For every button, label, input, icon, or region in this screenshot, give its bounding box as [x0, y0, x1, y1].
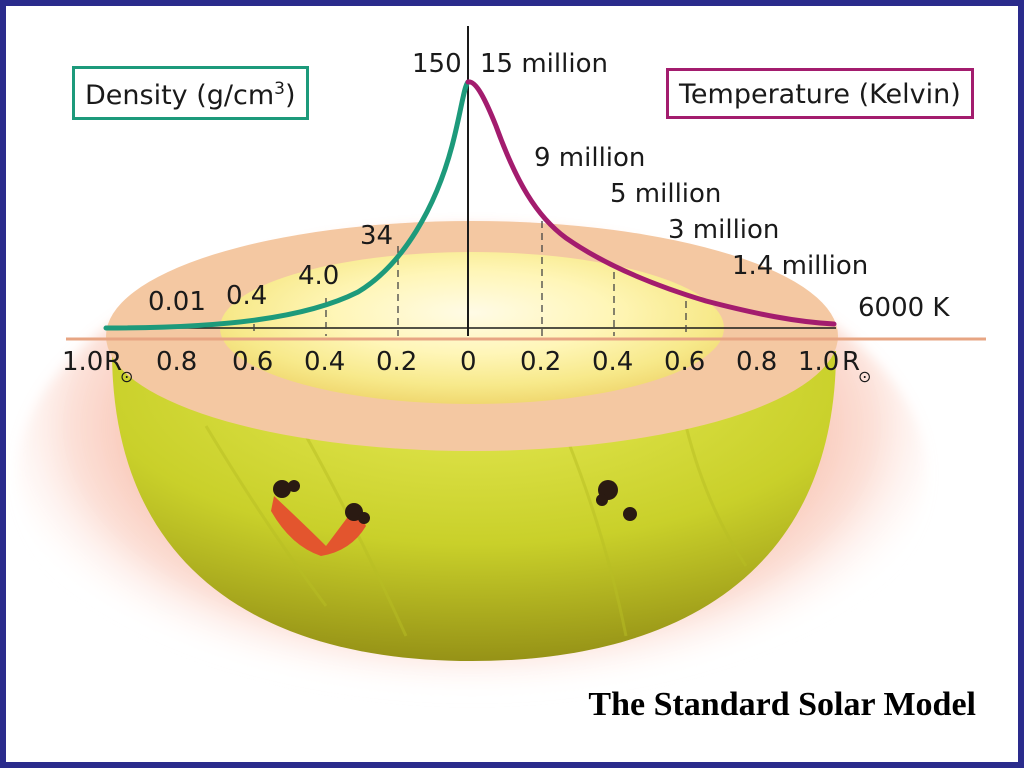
- density-legend-label: Density (g/cm: [85, 80, 275, 111]
- tick-right-0-4: 0.4: [592, 347, 633, 377]
- density-legend-exponent: 3: [274, 79, 285, 99]
- temp-label-6000-k: 6000 K: [858, 293, 950, 323]
- temperature-curve: [465, 79, 837, 327]
- tick-left-1-0: 1.0: [62, 347, 103, 377]
- density-label-34: 34: [360, 221, 393, 251]
- temp-label-15-million: 15 million: [480, 49, 608, 79]
- tick-center-0: 0: [460, 347, 477, 377]
- unit-r-left: R: [104, 347, 122, 377]
- tick-right-0-6: 0.6: [664, 347, 705, 377]
- temperature-legend-label: Temperature (Kelvin): [679, 79, 961, 110]
- density-curve: [103, 79, 471, 331]
- temp-label-1-4-million: 1.4 million: [732, 251, 868, 281]
- x-ticks-left: 1.0 R ⊙ 0.8 0.6 0.4 0.2: [62, 347, 417, 386]
- slide: 1.0 R ⊙ 0.8 0.6 0.4 0.2 0 0.2 0.4 0.6 0.…: [6, 6, 1018, 762]
- slide-title: The Standard Solar Model: [588, 686, 976, 723]
- sunspot-group-right: [596, 480, 637, 521]
- temperature-legend-box: Temperature (Kelvin): [666, 68, 974, 119]
- solar-model-diagram: 1.0 R ⊙ 0.8 0.6 0.4 0.2 0 0.2 0.4 0.6 0.…: [17, 26, 986, 726]
- density-labels: 150 34 4.0 0.4 0.01: [148, 49, 462, 317]
- density-label-150: 150: [412, 49, 462, 79]
- temp-label-3-million: 3 million: [668, 215, 779, 245]
- density-label-0-4: 0.4: [226, 281, 267, 311]
- temperature-labels: 15 million 9 million 5 million 3 million…: [480, 49, 950, 323]
- temp-label-9-million: 9 million: [534, 143, 645, 173]
- tick-left-0-8: 0.8: [156, 347, 197, 377]
- sun-symbol-right: ⊙: [858, 367, 871, 386]
- density-legend-box: Density (g/cm3): [72, 66, 309, 120]
- tick-left-0-2: 0.2: [376, 347, 417, 377]
- density-label-4-0: 4.0: [298, 261, 339, 291]
- tick-left-0-6: 0.6: [232, 347, 273, 377]
- unit-r-right: R: [842, 347, 860, 377]
- sun-symbol-left: ⊙: [120, 367, 133, 386]
- x-ticks-right: 0.2 0.4 0.6 0.8 1.0 R ⊙: [520, 347, 871, 386]
- temp-label-5-million: 5 million: [610, 179, 721, 209]
- tick-right-1-0: 1.0: [798, 347, 839, 377]
- sunspot-group-left: [271, 480, 370, 556]
- tick-right-0-8: 0.8: [736, 347, 777, 377]
- tick-right-0-2: 0.2: [520, 347, 561, 377]
- tick-left-0-4: 0.4: [304, 347, 345, 377]
- density-legend-close: ): [284, 80, 296, 111]
- density-label-0-01: 0.01: [148, 287, 206, 317]
